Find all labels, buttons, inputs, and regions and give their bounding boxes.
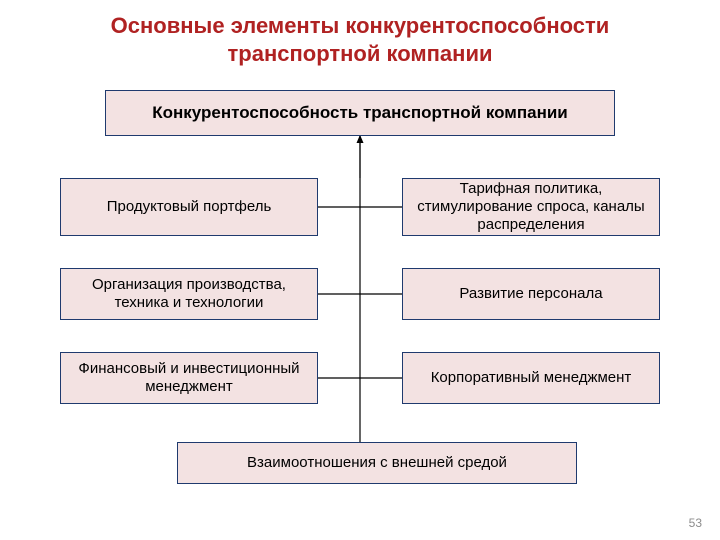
box-left3: Финансовый и инвестиционный менеджмент: [60, 352, 318, 404]
box-right1: Тарифная политика, стимулирование спроса…: [402, 178, 660, 236]
box-left3-label: Финансовый и инвестиционный менеджмент: [69, 360, 309, 396]
box-top-label: Конкурентоспособность транспортной компа…: [152, 103, 568, 123]
box-right1-label: Тарифная политика, стимулирование спроса…: [411, 180, 651, 234]
slide-title: Основные элементы конкурентоспособности …: [0, 0, 720, 67]
box-bottom: Взаимоотношения с внешней средой: [177, 442, 577, 484]
box-right2-label: Развитие персонала: [459, 285, 602, 303]
box-top: Конкурентоспособность транспортной компа…: [105, 90, 615, 136]
box-right2: Развитие персонала: [402, 268, 660, 320]
box-left2: Организация производства, техника и техн…: [60, 268, 318, 320]
page-number: 53: [689, 516, 702, 530]
box-left1-label: Продуктовый портфель: [107, 198, 272, 216]
box-right3-label: Корпоративный менеджмент: [431, 369, 632, 387]
box-left2-label: Организация производства, техника и техн…: [69, 276, 309, 312]
title-text: Основные элементы конкурентоспособности …: [111, 13, 610, 66]
box-left1: Продуктовый портфель: [60, 178, 318, 236]
box-bottom-label: Взаимоотношения с внешней средой: [247, 454, 507, 472]
box-right3: Корпоративный менеджмент: [402, 352, 660, 404]
